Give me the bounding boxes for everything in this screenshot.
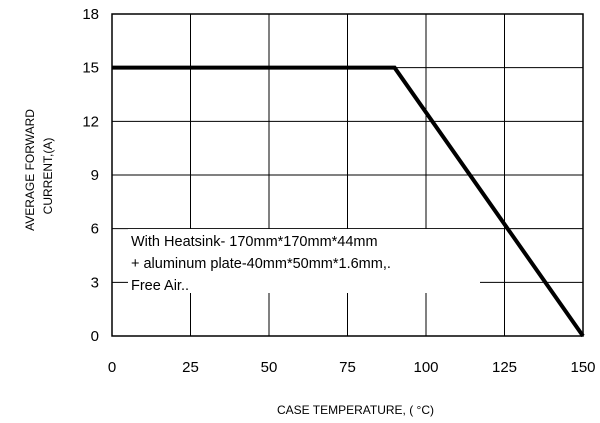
x-tick-label: 25: [182, 359, 199, 376]
series-line: [112, 65, 585, 338]
annotation-line-1: With Heatsink- 170mm*170mm*44mm: [131, 234, 378, 250]
x-tick-label: 100: [413, 359, 438, 376]
y-tick-label: 15: [82, 60, 99, 77]
series-group: [112, 65, 585, 338]
y-tick-label: 3: [91, 274, 99, 291]
y-tick-label: 6: [91, 221, 99, 238]
x-tick-label: 75: [339, 359, 356, 376]
y-tick-label: 12: [82, 113, 99, 130]
x-tick-label: 125: [492, 359, 517, 376]
annotation-line-2: + aluminum plate-40mm*50mm*1.6mm,.: [131, 256, 391, 272]
y-tick-label: 0: [91, 328, 99, 345]
plot-frame: [111, 13, 584, 337]
y-tick-label: 9: [91, 167, 99, 184]
x-tick-labels: 0 25 50 75 100 125 150: [108, 359, 596, 376]
x-tick-label: 150: [570, 359, 595, 376]
y-axis-title-line-1: AVERAGE FORWARD: [23, 109, 37, 231]
y-axis-title-line-2: CURRENT,(A): [41, 138, 55, 215]
x-axis-title: CASE TEMPERATURE, ( °C): [277, 403, 434, 417]
y-tick-labels: 0 3 6 9 12 15 18: [82, 6, 99, 345]
y-tick-label: 18: [82, 6, 99, 23]
annotation-line-3: Free Air..: [131, 278, 189, 294]
x-tick-label: 50: [261, 359, 278, 376]
x-tick-label: 0: [108, 359, 116, 376]
y-axis-title: AVERAGE FORWARD CURRENT,(A): [23, 109, 55, 231]
annotation-box: [128, 229, 480, 293]
